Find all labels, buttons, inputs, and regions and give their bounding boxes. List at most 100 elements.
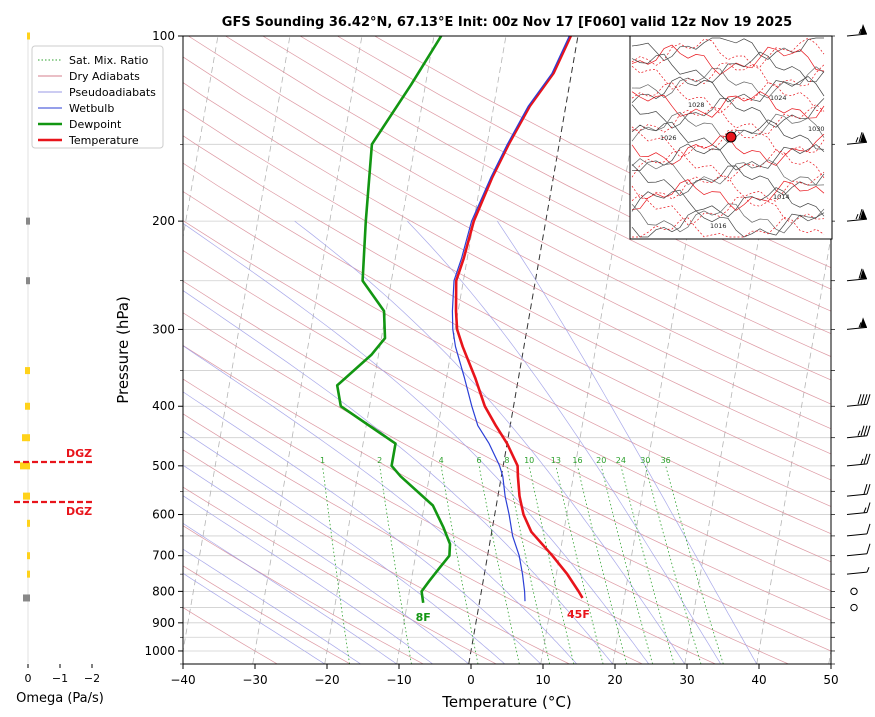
dry-adiabat	[183, 82, 831, 430]
legend-label: Dewpoint	[69, 118, 122, 131]
inset-contour	[631, 203, 825, 234]
pseudoadiabat	[183, 290, 613, 664]
pseudoadiabat	[183, 464, 469, 664]
wind-barb	[846, 268, 868, 282]
omega-bar	[23, 492, 30, 500]
wind-barb	[846, 523, 871, 537]
isotherm-line	[183, 36, 219, 240]
dry-adiabat	[183, 344, 789, 664]
legend-box	[31, 45, 164, 149]
inset-contour	[631, 37, 825, 68]
y-tick-label: 400	[152, 399, 175, 413]
chart-title: GFS Sounding 36.42°N, 67.13°E Init: 00z …	[222, 15, 792, 30]
mixing-ratio-label: 24	[616, 456, 626, 465]
mixing-ratio-line	[379, 465, 412, 664]
wind-barb	[846, 132, 868, 145]
isotherm-line	[0, 36, 2, 664]
x-tick-label: 30	[679, 673, 694, 687]
omega-bar	[25, 367, 30, 375]
pseudoadiabat	[183, 572, 325, 664]
y-tick-label: 800	[152, 584, 175, 598]
pseudoadiabat	[183, 222, 649, 664]
dry-adiabat	[183, 449, 570, 664]
plot-frame	[182, 35, 832, 665]
pseudoadiabat	[183, 391, 541, 664]
dry-adiabat	[225, 36, 831, 357]
omega-bar	[25, 402, 30, 410]
inset-contour	[631, 143, 825, 172]
isotherm-line	[183, 36, 291, 654]
isotherm-line	[324, 36, 435, 664]
y-tick-label: 100	[152, 29, 175, 43]
isotherm-line	[468, 36, 579, 664]
isotherm-line	[396, 36, 507, 664]
inset-contour	[631, 171, 825, 202]
dgz-label-top: DGZ	[66, 447, 92, 460]
dry-adiabat	[183, 312, 831, 652]
inset-contour	[631, 164, 825, 197]
mixing-ratio-label: 10	[524, 456, 534, 465]
x-tick-label: −10	[386, 673, 411, 687]
inset-location-marker	[725, 131, 737, 143]
inset-contour	[631, 51, 825, 84]
mixing-ratio-line	[577, 465, 628, 664]
wind-barbs	[846, 24, 871, 612]
omega-bar	[20, 462, 30, 470]
dry-adiabat	[183, 56, 831, 405]
x-tick-label: 50	[823, 673, 838, 687]
wind-barb	[846, 502, 871, 516]
y-tick-label: 300	[152, 322, 175, 336]
omega-bar	[26, 217, 30, 225]
inset-contour	[631, 119, 825, 151]
dry-adiabat	[183, 108, 831, 455]
wind-barb	[846, 566, 870, 575]
x-tick-label: −20	[314, 673, 339, 687]
y-tick-label: 500	[152, 459, 175, 473]
mixing-ratio-label: 8	[504, 456, 509, 465]
mixing-ratio-line	[528, 465, 575, 664]
inset-contour	[631, 66, 825, 99]
mixing-ratio-label: 2	[377, 456, 382, 465]
inset-pressure-label: 1016	[710, 222, 727, 230]
inset-contour	[631, 187, 825, 218]
wind-barb	[846, 543, 871, 557]
wind-barb	[846, 317, 868, 330]
dry-adiabat	[183, 413, 643, 664]
omega-axis-label: Omega (Pa/s)	[16, 691, 104, 706]
background-lines: 1 2 4 6 8 10 13 16 20 24 30 36	[0, 36, 831, 664]
mixing-ratio-label: 6	[477, 456, 482, 465]
pseudoadiabat	[407, 220, 722, 664]
mixing-ratio-label: 16	[572, 456, 582, 465]
pseudoadiabat	[183, 522, 397, 664]
x-tick-label: 40	[751, 673, 766, 687]
omega-bar	[27, 552, 30, 560]
inset-pressure-label: 1026	[660, 134, 677, 142]
mixing-ratio-line	[506, 465, 551, 664]
dry-adiabat	[183, 220, 831, 563]
mixing-ratio-label: 36	[661, 456, 671, 465]
mixing-ratio-label: 20	[596, 456, 606, 465]
inset-contour	[631, 149, 825, 182]
series-layer	[335, 36, 584, 603]
omega-bar	[27, 32, 30, 40]
wind-barb	[850, 603, 858, 612]
inset-pressure-label: 1014	[773, 193, 790, 201]
mixing-ratio-line	[620, 465, 675, 664]
dry-adiabat	[183, 250, 831, 592]
y-tick-label: 600	[152, 508, 175, 522]
x-tick-label: 20	[607, 673, 622, 687]
series-dewpoint	[335, 36, 452, 603]
y-tick-label: 900	[152, 616, 175, 630]
inset-contour	[631, 210, 825, 238]
dry-adiabat	[183, 162, 831, 507]
wind-barb	[846, 483, 871, 497]
omega-tick-label: −1	[52, 672, 68, 685]
legend-label: Sat. Mix. Ratio	[69, 54, 149, 67]
mixing-ratio-label: 4	[439, 456, 444, 465]
mixing-ratio-line	[555, 465, 604, 664]
legend-label: Pseudoadiabats	[69, 86, 156, 99]
x-tick-label: 0	[467, 673, 475, 687]
pseudoadiabat	[497, 220, 758, 664]
omega-tick-label: 0	[25, 672, 32, 685]
